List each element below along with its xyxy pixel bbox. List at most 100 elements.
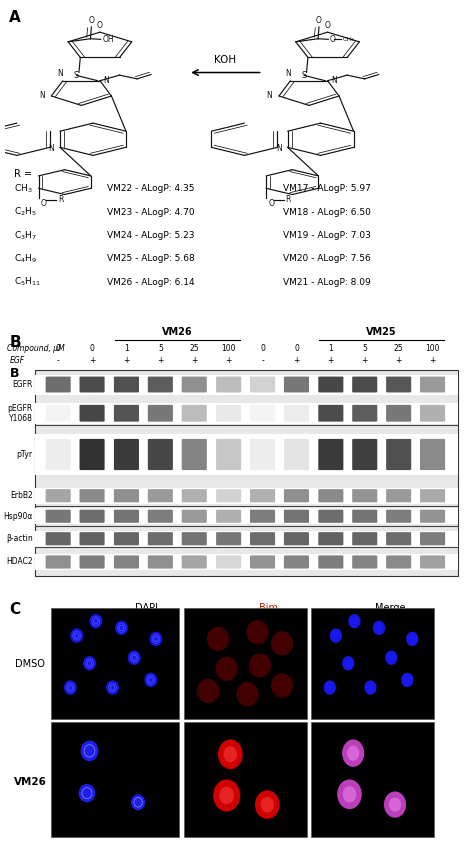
Ellipse shape (351, 617, 358, 626)
FancyBboxPatch shape (80, 405, 105, 422)
Text: +: + (395, 357, 402, 365)
Text: C$_2$H$_5$: C$_2$H$_5$ (14, 206, 37, 219)
FancyBboxPatch shape (216, 532, 241, 545)
Text: 100: 100 (425, 344, 440, 352)
Text: KOH: KOH (214, 55, 237, 64)
Ellipse shape (330, 628, 342, 643)
FancyBboxPatch shape (352, 532, 377, 545)
Ellipse shape (406, 632, 419, 646)
Bar (311, 722, 434, 837)
Text: O: O (89, 16, 94, 25)
Ellipse shape (373, 621, 385, 635)
FancyBboxPatch shape (386, 405, 411, 422)
FancyBboxPatch shape (250, 490, 275, 502)
Ellipse shape (218, 739, 243, 769)
FancyBboxPatch shape (318, 405, 343, 422)
Text: A: A (9, 10, 21, 25)
Text: VM25 - ALogP: 5.68: VM25 - ALogP: 5.68 (107, 254, 195, 263)
Bar (51, 608, 179, 718)
Ellipse shape (197, 678, 219, 703)
FancyBboxPatch shape (114, 532, 139, 545)
Ellipse shape (367, 684, 374, 692)
Ellipse shape (213, 779, 240, 811)
Ellipse shape (342, 656, 355, 671)
FancyBboxPatch shape (114, 510, 139, 523)
FancyBboxPatch shape (352, 556, 377, 568)
Text: VM26 - ALogP: 6.14: VM26 - ALogP: 6.14 (107, 278, 194, 286)
Ellipse shape (150, 632, 162, 646)
FancyBboxPatch shape (182, 490, 207, 502)
Ellipse shape (145, 673, 157, 687)
Text: VM23 - ALogP: 4.70: VM23 - ALogP: 4.70 (107, 208, 194, 217)
Bar (35, 402, 457, 424)
Text: VM20 - ALogP: 7.56: VM20 - ALogP: 7.56 (283, 254, 371, 263)
Text: VM17 - ALogP: 5.97: VM17 - ALogP: 5.97 (283, 185, 371, 193)
Ellipse shape (401, 673, 413, 687)
Text: +: + (191, 357, 198, 365)
Ellipse shape (375, 623, 383, 632)
Text: EGF: EGF (9, 357, 25, 365)
FancyBboxPatch shape (216, 490, 241, 502)
Text: VM18 - ALogP: 6.50: VM18 - ALogP: 6.50 (283, 208, 371, 217)
Text: N: N (276, 144, 282, 153)
FancyBboxPatch shape (46, 377, 71, 392)
FancyBboxPatch shape (386, 490, 411, 502)
Ellipse shape (389, 797, 401, 811)
Text: 0: 0 (90, 344, 94, 352)
Ellipse shape (345, 659, 352, 667)
FancyBboxPatch shape (114, 439, 139, 470)
FancyBboxPatch shape (250, 556, 275, 568)
FancyBboxPatch shape (114, 405, 139, 422)
Text: N: N (58, 69, 64, 78)
FancyBboxPatch shape (284, 439, 309, 470)
FancyBboxPatch shape (46, 510, 71, 523)
Text: N: N (39, 91, 45, 100)
Text: 100: 100 (221, 344, 236, 352)
FancyBboxPatch shape (420, 405, 445, 422)
Bar (35, 508, 457, 524)
Text: B: B (9, 367, 19, 380)
Text: O: O (268, 198, 274, 208)
FancyBboxPatch shape (46, 439, 71, 470)
Text: VM26: VM26 (14, 777, 47, 787)
FancyBboxPatch shape (386, 510, 411, 523)
FancyBboxPatch shape (318, 510, 343, 523)
FancyBboxPatch shape (80, 510, 105, 523)
Ellipse shape (66, 684, 74, 692)
Text: +: + (362, 357, 368, 365)
FancyBboxPatch shape (250, 439, 275, 470)
FancyBboxPatch shape (80, 377, 105, 392)
FancyBboxPatch shape (148, 490, 173, 502)
FancyBboxPatch shape (250, 377, 275, 392)
FancyBboxPatch shape (148, 532, 173, 545)
Text: VM22 - ALogP: 4.35: VM22 - ALogP: 4.35 (107, 185, 194, 193)
FancyBboxPatch shape (318, 490, 343, 502)
Ellipse shape (81, 740, 99, 761)
FancyBboxPatch shape (114, 377, 139, 392)
FancyBboxPatch shape (386, 556, 411, 568)
Ellipse shape (118, 623, 125, 632)
Ellipse shape (388, 653, 395, 662)
Ellipse shape (79, 784, 95, 802)
Ellipse shape (130, 653, 138, 662)
Ellipse shape (90, 614, 102, 628)
Ellipse shape (384, 791, 406, 817)
Ellipse shape (255, 790, 280, 819)
Ellipse shape (249, 653, 271, 678)
Text: S: S (74, 71, 79, 80)
FancyBboxPatch shape (352, 490, 377, 502)
Text: O: O (41, 198, 47, 208)
Text: C$_5$H$_{11}$: C$_5$H$_{11}$ (14, 276, 41, 288)
Text: R =: R = (14, 169, 32, 179)
Bar (35, 554, 457, 570)
FancyBboxPatch shape (148, 377, 173, 392)
FancyBboxPatch shape (216, 556, 241, 568)
FancyBboxPatch shape (250, 405, 275, 422)
Text: -: - (261, 357, 264, 365)
Text: 0: 0 (260, 344, 265, 352)
FancyBboxPatch shape (80, 556, 105, 568)
Text: O: O (316, 16, 322, 25)
Text: Merge: Merge (375, 603, 406, 613)
FancyBboxPatch shape (250, 510, 275, 523)
Ellipse shape (246, 620, 268, 645)
